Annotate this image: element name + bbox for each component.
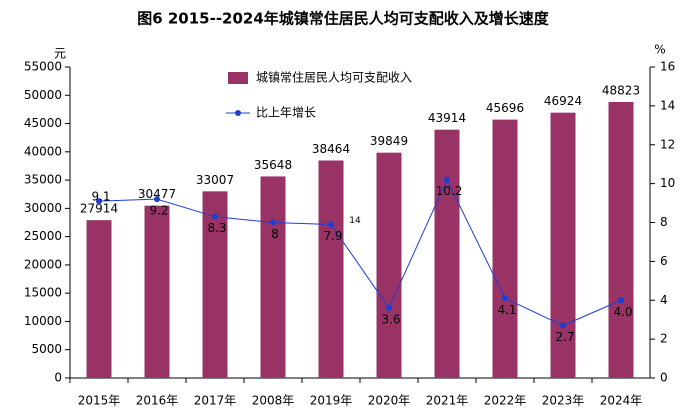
- x-tick-label: 2022年: [484, 394, 527, 408]
- bar-value-label: 43914: [428, 111, 466, 125]
- bar: [318, 160, 344, 378]
- line-value-label: 4.1: [497, 303, 516, 317]
- y-tick-label: 45000: [24, 116, 62, 130]
- y-tick-label: 55000: [24, 60, 62, 74]
- bar-value-label: 33007: [196, 173, 234, 187]
- y-tick-label: 5000: [31, 342, 62, 356]
- bar: [86, 220, 112, 378]
- bar-value-label: 38464: [312, 142, 350, 156]
- x-tick-label: 2023年: [542, 394, 585, 408]
- y2-tick-label: 10: [660, 176, 675, 190]
- x-tick-label: 2020年: [368, 394, 411, 408]
- line-point: [154, 196, 160, 203]
- bar-value-label: 35648: [254, 158, 292, 172]
- line-point: [386, 305, 392, 312]
- line-value-label: 10.2: [436, 184, 463, 198]
- y-tick-label: 10000: [24, 314, 62, 328]
- y-tick-label: 0: [54, 371, 62, 385]
- y2-axis-label: %: [654, 43, 665, 57]
- line-value-label: 4.0: [613, 305, 632, 319]
- line: [98, 178, 622, 327]
- y2-tick-label: 14: [660, 98, 675, 112]
- bar: [144, 205, 170, 378]
- bar-value-label: 46924: [544, 94, 582, 108]
- y2-tick-label: 16: [660, 60, 675, 74]
- x-tick-label: 2008年: [252, 394, 295, 408]
- bar: [492, 119, 518, 378]
- line-point: [96, 198, 102, 205]
- line-point: [444, 176, 450, 183]
- line-point: [560, 322, 566, 329]
- y-tick-label: 20000: [24, 257, 62, 271]
- bar: [376, 152, 402, 378]
- bar: [202, 191, 228, 378]
- bar: [260, 176, 286, 378]
- x-tick-label: 2024年: [600, 394, 643, 408]
- line-point: [328, 221, 334, 228]
- legend-swatch: [235, 110, 241, 116]
- y-tick-label: 35000: [24, 173, 62, 187]
- y-tick-label: 30000: [24, 201, 62, 215]
- x-tick-label: 2017年: [194, 394, 237, 408]
- line-value-label: 8: [271, 227, 279, 241]
- legend-label: 城镇常住居民人均可支配收入: [256, 71, 412, 85]
- line-point: [212, 213, 218, 220]
- x-tick-label: 2021年: [426, 394, 469, 408]
- line-value-label: 7.9: [323, 229, 342, 243]
- x-tick-label: 2015年: [78, 394, 121, 408]
- y-tick-label: 50000: [24, 88, 62, 102]
- y-axis-label: 元: [54, 47, 66, 61]
- chart-title: 图6 2015--2024年城镇常住居民人均可支配收入及增长速度: [137, 10, 550, 28]
- line-value-label: 2.7: [555, 330, 574, 344]
- line-point: [618, 297, 624, 304]
- legend-label: 比上年增长: [256, 106, 316, 120]
- line-point: [270, 219, 276, 226]
- y2-tick-label: 8: [660, 215, 668, 229]
- line-value-label: 8.3: [207, 221, 226, 235]
- y-tick-label: 40000: [24, 144, 62, 158]
- y-tick-label: 15000: [24, 286, 62, 300]
- y2-tick-label: 2: [660, 332, 668, 346]
- line-point: [502, 295, 508, 302]
- y2-tick-label: 0: [660, 371, 668, 385]
- bar-value-label: 39849: [370, 134, 408, 148]
- bar: [608, 101, 634, 378]
- y-tick-label: 25000: [24, 229, 62, 243]
- bar-value-label: 48823: [602, 83, 640, 97]
- y2-tick-label: 6: [660, 254, 668, 268]
- legend-swatch: [228, 72, 248, 84]
- y2-tick-label: 4: [660, 293, 668, 307]
- line-value-label: 9.1: [91, 190, 110, 204]
- line-value-label: 9.2: [149, 204, 168, 218]
- bar-value-label: 45696: [486, 101, 524, 115]
- annotation: 14: [349, 216, 361, 226]
- bar-value-label: 30477: [138, 187, 176, 201]
- y2-tick-label: 12: [660, 137, 675, 151]
- bar: [550, 112, 576, 378]
- line-value-label: 3.6: [381, 313, 400, 327]
- bar: [434, 129, 460, 378]
- x-tick-label: 2019年: [310, 394, 353, 408]
- x-tick-label: 2016年: [136, 394, 179, 408]
- bar-value-label: 27914: [80, 202, 118, 216]
